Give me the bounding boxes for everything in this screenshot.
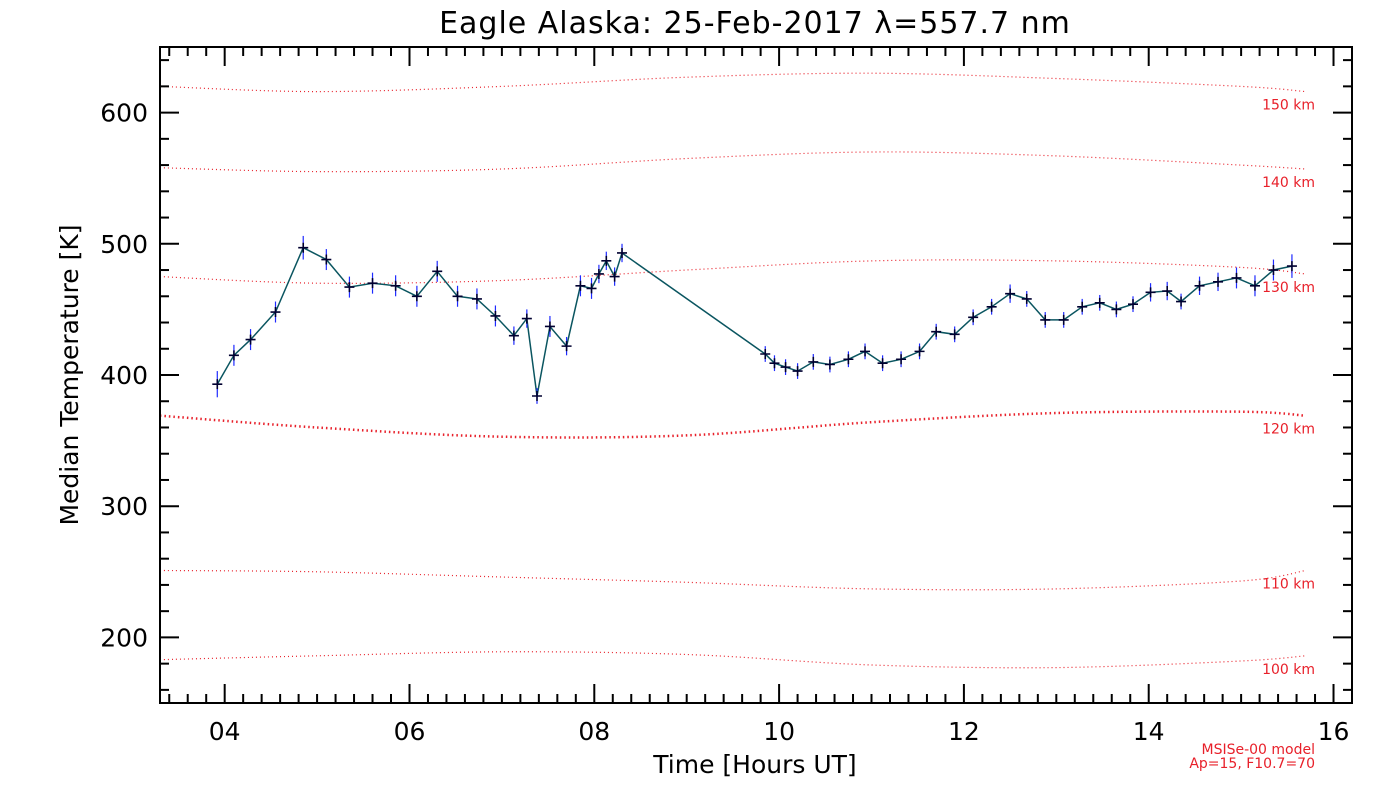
model-curve-150km: [159, 72, 1306, 93]
y-tick-label: 600: [100, 99, 148, 128]
data-point: [877, 358, 888, 369]
data-point: [212, 379, 223, 390]
data-point: [1021, 293, 1032, 304]
data-point: [521, 313, 532, 324]
model-curve-120km: [159, 410, 1306, 439]
model-curves: [159, 72, 1306, 669]
model-curve-110km: [159, 569, 1306, 591]
plot-frame: [159, 46, 1353, 704]
y-tick-label: 300: [100, 492, 148, 521]
chart-title: Eagle Alaska: 25-Feb-2017 λ=557.7 nm: [439, 6, 1071, 41]
data-point: [896, 354, 907, 365]
data-point: [780, 362, 791, 373]
y-axis-label: Median Temperature [K]: [55, 224, 84, 525]
data-point: [1005, 288, 1016, 299]
data-point: [1213, 276, 1224, 287]
data-point: [432, 266, 443, 277]
data-point: [471, 293, 482, 304]
data-point: [452, 291, 463, 302]
data-point: [1286, 261, 1297, 272]
data-point: [609, 271, 620, 282]
altitude-label: 130 km: [1262, 280, 1315, 296]
data-point: [1040, 314, 1051, 325]
altitude-label: 150 km: [1262, 98, 1315, 114]
data-point: [968, 312, 979, 323]
altitude-label: 120 km: [1262, 422, 1315, 438]
data-point: [586, 283, 597, 294]
data-point: [532, 390, 543, 401]
x-tick-label: 16: [1318, 717, 1350, 746]
data-point: [949, 329, 960, 340]
y-tick-label: 500: [100, 230, 148, 259]
observed-line: [216, 246, 1293, 397]
model-curve-140km: [159, 151, 1306, 173]
data-point: [824, 359, 835, 370]
data-point: [617, 247, 628, 258]
data-point: [575, 280, 586, 291]
data-point: [914, 346, 925, 357]
data-point: [593, 268, 604, 279]
data-point: [601, 255, 612, 266]
data-point: [986, 301, 997, 312]
altitude-label: 110 km: [1262, 577, 1315, 593]
data-point: [561, 341, 572, 352]
data-point: [769, 358, 780, 369]
x-tick-label: 14: [1133, 717, 1165, 746]
data-point: [1111, 304, 1122, 315]
axis-ticks: [160, 47, 1353, 703]
observed-series: [212, 235, 1297, 404]
data-point: [1145, 287, 1156, 298]
x-tick-label: 04: [209, 717, 241, 746]
data-point: [544, 321, 555, 332]
data-point: [792, 366, 803, 377]
x-tick-label: 06: [394, 717, 426, 746]
data-point: [931, 326, 942, 337]
y-tick-label: 200: [100, 623, 148, 652]
data-point: [228, 350, 239, 361]
data-point: [321, 254, 332, 265]
data-point: [411, 291, 422, 302]
data-point: [508, 330, 519, 341]
model-curve-130km: [159, 259, 1306, 284]
data-point: [367, 278, 378, 289]
data-point: [1194, 280, 1205, 291]
y-tick-label: 400: [100, 361, 148, 390]
data-point: [808, 356, 819, 367]
data-point: [245, 334, 256, 345]
model-note-line2: Ap=15, F10.7=70: [1189, 756, 1315, 772]
model-note-line1: MSISe-00 model: [1201, 742, 1315, 758]
data-point: [1077, 301, 1088, 312]
x-tick-label: 10: [763, 717, 795, 746]
x-tick-label: 08: [578, 717, 610, 746]
tick-labels: 04 06 08 10 12 14 16 200 300 400 500 600: [100, 99, 1349, 746]
altitude-label: 100 km: [1262, 662, 1315, 678]
data-point: [298, 242, 309, 253]
data-point: [270, 307, 281, 318]
data-point: [1231, 272, 1242, 283]
x-tick-label: 12: [948, 717, 980, 746]
data-point: [390, 280, 401, 291]
x-axis-label: Time [Hours UT]: [652, 750, 856, 779]
data-point: [344, 282, 355, 293]
data-point: [1094, 297, 1105, 308]
altitude-labels: 100 km 110 km 120 km 130 km 140 km 150 km: [1262, 98, 1315, 678]
data-point: [760, 349, 771, 360]
data-point: [1176, 296, 1187, 307]
altitude-label: 140 km: [1262, 175, 1315, 191]
data-point: [1268, 265, 1279, 276]
model-curve-100km: [159, 651, 1306, 669]
data-point: [1249, 280, 1260, 291]
data-point: [843, 354, 854, 365]
data-point: [1162, 286, 1173, 297]
data-point: [860, 346, 871, 357]
data-point: [1128, 299, 1138, 310]
data-point: [490, 310, 501, 321]
data-point: [1058, 314, 1069, 325]
